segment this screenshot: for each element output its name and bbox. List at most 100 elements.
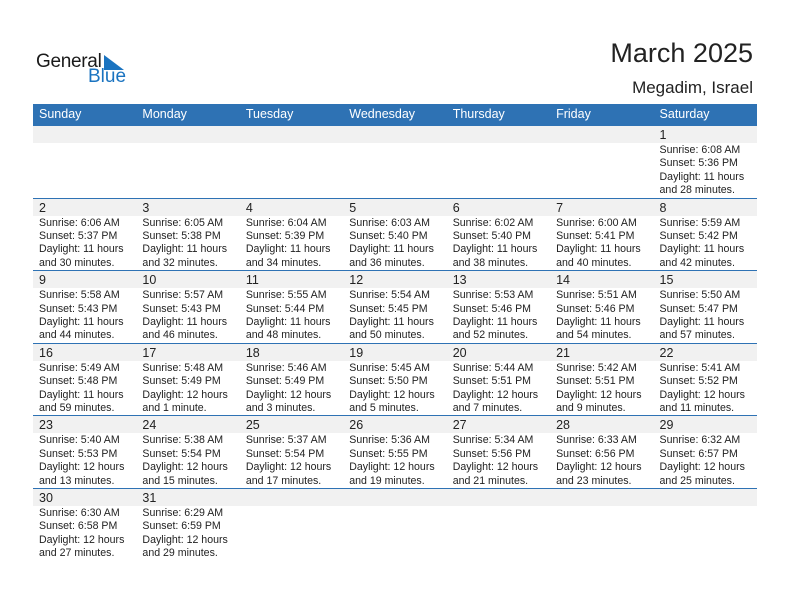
weekday-tuesday: Tuesday (245, 107, 294, 121)
daylight-text: Daylight: 11 hours (245, 316, 331, 328)
logo-blue: Blue (88, 66, 127, 87)
day-cell: 20 Sunrise: 5:44 AM Sunset: 5:51 PM Dayligh… (447, 344, 550, 416)
day-cell: 29 Sunrise: 6:32 AM Sunset: 6:57 PM Dayligh… (654, 416, 757, 488)
daylight-minutes-text: and 21 minutes. (452, 474, 529, 487)
day-number: 11 (245, 273, 259, 288)
daylight-text: Daylight: 12 hours (142, 388, 228, 401)
day-number: 9 (39, 273, 46, 288)
day-cell: 23 Sunrise: 5:40 AM Sunset: 5:53 PM Dayligh… (33, 416, 136, 488)
sunrise-text: Sunrise: 5:50 AM (659, 289, 741, 302)
day-number: 6 (452, 200, 460, 215)
daylight-minutes-text: and 27 minutes. (39, 547, 115, 560)
week-row: 16 Sunrise: 5:49 AM Sunset: 5:48 PM Dayligh… (33, 343, 757, 417)
empty-cell (654, 489, 757, 562)
page-title: March 2025 (610, 38, 753, 68)
day-cell: 30 Sunrise: 6:30 AM Sunset: 6:58 PM Dayligh… (33, 489, 136, 562)
sunset-text: Sunset: 5:46 PM (556, 302, 635, 315)
sunrise-text: Sunrise: 6:04 AM (245, 216, 327, 229)
sunset-text: Sunset: 5:54 PM (142, 447, 221, 460)
sunset-text: Sunset: 5:49 PM (142, 375, 221, 388)
daylight-minutes-text: and 15 minutes. (142, 474, 218, 487)
daylight-minutes-text: and 19 minutes. (349, 474, 425, 487)
sunset-text: Sunset: 5:43 PM (142, 302, 221, 315)
day-cell: 4 Sunrise: 6:04 AM Sunset: 5:39 PM Daylight… (240, 199, 343, 271)
day-number: 18 (245, 345, 260, 360)
daylight-text: Daylight: 11 hours (659, 316, 745, 328)
sunset-text: Sunset: 5:56 PM (452, 447, 532, 460)
day-number: 2 (39, 200, 46, 215)
sunset-text: Sunset: 6:57 PM (659, 447, 738, 460)
daylight-minutes-text: and 1 minute. (142, 402, 207, 414)
daylight-minutes-text: and 23 minutes. (556, 474, 632, 487)
daylight-text: Daylight: 11 hours (556, 316, 641, 328)
sunrise-text: Sunrise: 6:02 AM (452, 216, 534, 229)
daylight-text: Daylight: 11 hours (245, 243, 331, 256)
weekday-header: Sunday Monday Tuesday Wednesday Thursday… (33, 104, 757, 126)
daylight-minutes-text: and 3 minutes. (245, 402, 316, 414)
sunset-text: Sunset: 5:50 PM (349, 375, 428, 388)
sunrise-text: Sunrise: 6:06 AM (39, 216, 120, 229)
daylight-text: Daylight: 12 hours (142, 461, 228, 474)
day-number: 30 (39, 490, 53, 505)
sunrise-text: Sunrise: 6:32 AM (659, 434, 741, 447)
sunset-text: Sunset: 5:47 PM (659, 302, 738, 315)
sunrise-text: Sunrise: 5:55 AM (245, 289, 327, 302)
daylight-minutes-text: and 30 minutes. (39, 256, 115, 269)
daylight-minutes-text: and 48 minutes. (245, 329, 322, 342)
day-number: 21 (556, 345, 571, 360)
daylight-text: Daylight: 12 hours (556, 388, 642, 401)
sunrise-text: Sunrise: 5:45 AM (349, 361, 430, 374)
daylight-minutes-text: and 5 minutes. (349, 402, 419, 414)
sunrise-text: Sunrise: 6:33 AM (556, 434, 637, 447)
sunset-text: Sunset: 5:42 PM (659, 230, 738, 242)
sunset-text: Sunset: 6:58 PM (39, 520, 118, 533)
sunrise-text: Sunrise: 6:03 AM (349, 216, 430, 229)
daylight-text: Daylight: 11 hours (659, 170, 745, 183)
day-cell: 3 Sunrise: 6:05 AM Sunset: 5:38 PM Daylight… (136, 199, 239, 271)
day-number: 31 (142, 490, 157, 505)
sunrise-text: Sunrise: 5:37 AM (245, 434, 327, 447)
empty-cell (447, 489, 550, 562)
daylight-minutes-text: and 7 minutes. (452, 402, 523, 414)
day-cell: 14 Sunrise: 5:51 AM Sunset: 5:46 PM Dayligh… (550, 271, 653, 343)
empty-cell (550, 489, 653, 562)
day-cell: 25 Sunrise: 5:37 AM Sunset: 5:54 PM Dayligh… (240, 416, 343, 488)
daylight-minutes-text: and 36 minutes. (349, 256, 425, 269)
daylight-minutes-text: and 52 minutes. (452, 329, 529, 342)
daylight-minutes-text: and 29 minutes. (142, 547, 218, 560)
empty-cell (550, 126, 653, 198)
day-cell: 6 Sunrise: 6:02 AM Sunset: 5:40 PM Daylight… (447, 199, 550, 271)
sunrise-text: Sunrise: 5:38 AM (142, 434, 224, 447)
daylight-text: Daylight: 11 hours (142, 243, 228, 256)
day-cell: 19 Sunrise: 5:45 AM Sunset: 5:50 PM Dayligh… (343, 344, 446, 416)
day-number: 26 (349, 418, 364, 433)
daylight-text: Daylight: 12 hours (39, 461, 125, 474)
day-number: 28 (556, 418, 571, 433)
daylight-minutes-text: and 11 minutes. (659, 402, 735, 414)
sunset-text: Sunset: 5:38 PM (142, 230, 221, 242)
daylight-minutes-text: and 25 minutes. (659, 474, 735, 487)
weekday-monday: Monday (142, 107, 187, 121)
day-cell: 11 Sunrise: 5:55 AM Sunset: 5:44 PM Dayligh… (240, 271, 343, 343)
sunset-text: Sunset: 5:39 PM (245, 230, 325, 242)
day-number: 4 (245, 200, 253, 215)
location: Megadim, Israel (632, 78, 753, 97)
empty-cell (240, 489, 343, 562)
logo-general: General (36, 51, 102, 72)
day-cell: 21 Sunrise: 5:42 AM Sunset: 5:51 PM Dayligh… (550, 344, 653, 416)
daylight-text: Daylight: 12 hours (245, 461, 332, 474)
daylight-text: Daylight: 12 hours (349, 461, 435, 474)
logo: General Blue (36, 51, 136, 91)
sunrise-text: Sunrise: 6:08 AM (659, 144, 741, 156)
sunrise-text: Sunrise: 5:53 AM (452, 289, 534, 302)
empty-cell (343, 126, 446, 198)
sunset-text: Sunset: 6:59 PM (142, 520, 221, 533)
sunrise-text: Sunrise: 6:00 AM (556, 216, 637, 229)
week-row: 9 Sunrise: 5:58 AM Sunset: 5:43 PM Daylight… (33, 271, 757, 344)
sunrise-text: Sunrise: 5:49 AM (39, 361, 120, 374)
day-cell: 16 Sunrise: 5:49 AM Sunset: 5:48 PM Dayligh… (33, 344, 136, 416)
day-cell: 26 Sunrise: 5:36 AM Sunset: 5:55 PM Dayligh… (343, 416, 446, 488)
daylight-text: Daylight: 12 hours (556, 461, 642, 474)
sunrise-text: Sunrise: 6:29 AM (142, 506, 224, 519)
daylight-text: Daylight: 11 hours (349, 243, 434, 256)
